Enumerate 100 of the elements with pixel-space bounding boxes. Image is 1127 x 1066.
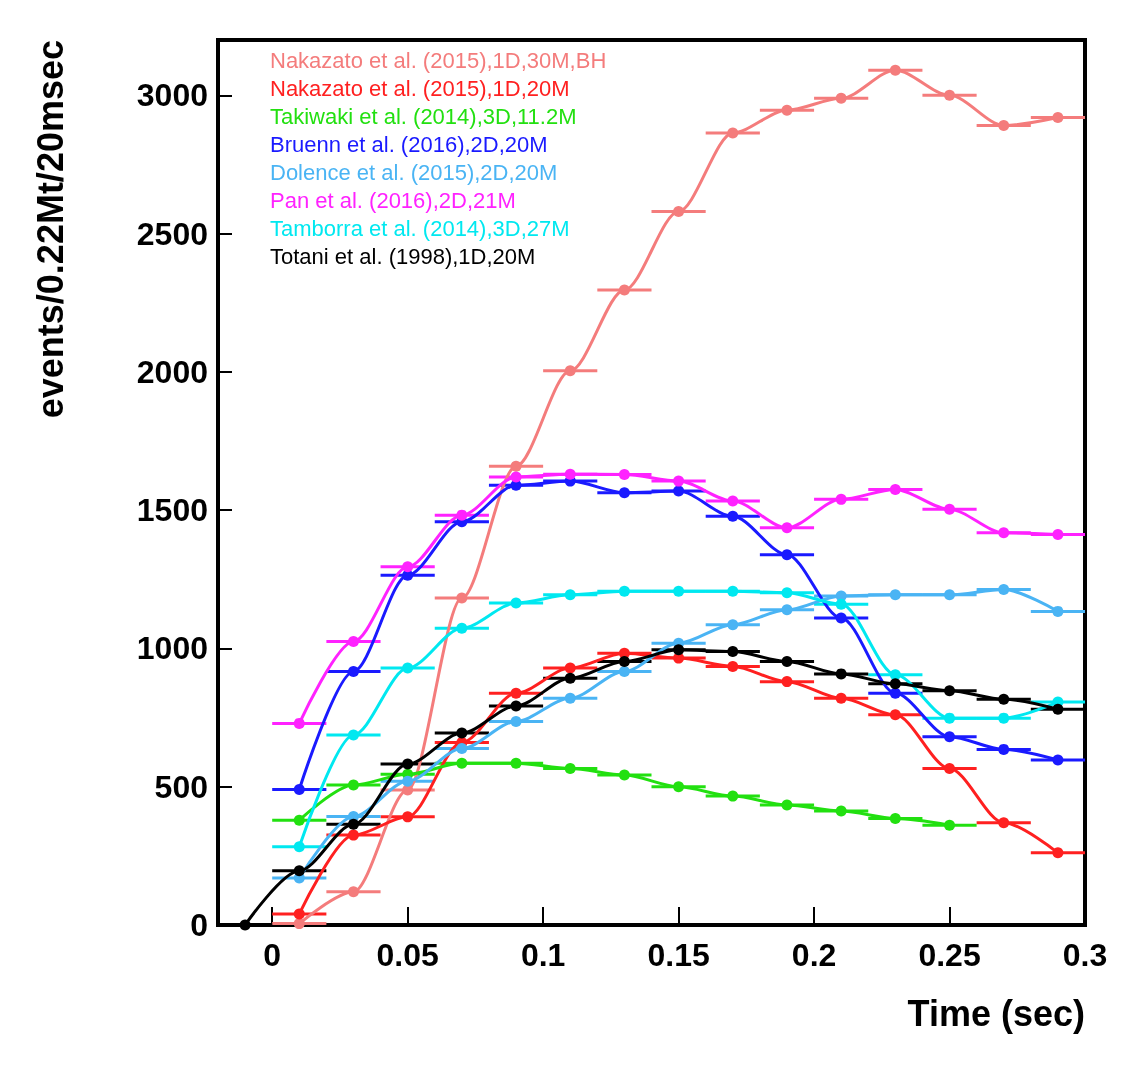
point	[727, 619, 739, 631]
point	[673, 475, 685, 487]
point	[889, 813, 901, 825]
point	[510, 687, 522, 699]
point	[402, 775, 414, 787]
point	[1052, 605, 1064, 617]
point	[618, 284, 630, 296]
point	[889, 669, 901, 681]
point	[347, 665, 359, 677]
point	[618, 468, 630, 480]
text: Totani et al. (1998),1D,20M	[270, 243, 536, 269]
point	[835, 92, 847, 104]
point	[564, 365, 576, 377]
text: Dolence et al. (2015),2D,20M	[270, 159, 558, 185]
point	[998, 584, 1010, 596]
y-tick-label: 1500	[136, 492, 208, 529]
point	[889, 678, 901, 690]
point	[347, 818, 359, 830]
point	[998, 743, 1010, 755]
point	[835, 493, 847, 505]
point	[889, 483, 901, 495]
point	[347, 779, 359, 791]
point	[727, 585, 739, 597]
point	[510, 460, 522, 472]
point	[293, 918, 305, 930]
point	[1052, 529, 1064, 540]
point	[998, 119, 1010, 131]
point	[781, 104, 793, 116]
point	[564, 762, 576, 774]
point	[618, 769, 630, 781]
point	[347, 829, 359, 841]
point	[402, 561, 414, 573]
point	[456, 727, 468, 739]
point	[781, 587, 793, 599]
point	[239, 919, 251, 931]
x-tick-label: 0.05	[376, 937, 439, 973]
point	[944, 819, 956, 831]
point	[944, 589, 956, 601]
point	[402, 758, 414, 770]
point	[564, 662, 576, 674]
point	[456, 622, 468, 634]
point	[510, 715, 522, 727]
point	[564, 589, 576, 601]
point	[456, 757, 468, 769]
text: Bruenn et al. (2016),2D,20M	[270, 131, 548, 157]
point	[510, 471, 522, 483]
point	[781, 799, 793, 811]
point	[835, 668, 847, 680]
point	[402, 662, 414, 674]
point	[347, 886, 359, 898]
y-tick-label: 0	[190, 907, 208, 943]
point	[889, 687, 901, 699]
point	[510, 700, 522, 712]
point	[618, 665, 630, 677]
point	[564, 672, 576, 684]
x-tick-label: 0.2	[791, 937, 837, 973]
x-tick-label: 0.1	[520, 937, 566, 973]
point	[673, 644, 685, 656]
x-tick-label: 0.25	[918, 937, 981, 973]
point	[781, 604, 793, 616]
point	[1052, 111, 1064, 123]
point	[944, 762, 956, 774]
point	[889, 589, 901, 601]
point	[347, 636, 359, 648]
point	[727, 645, 739, 657]
point	[456, 509, 468, 521]
x-axis-title: Time (sec)	[907, 992, 1085, 1034]
point	[673, 781, 685, 793]
y-tick-label: 2500	[136, 215, 208, 252]
point	[889, 64, 901, 76]
point	[510, 757, 522, 769]
y-tick-label: 2000	[136, 353, 208, 390]
point	[889, 709, 901, 721]
point	[835, 612, 847, 624]
point	[564, 468, 576, 480]
y-tick-label: 1000	[136, 630, 208, 667]
point	[835, 598, 847, 610]
point	[456, 592, 468, 604]
point	[835, 692, 847, 704]
y-tick-label: 3000	[136, 77, 208, 114]
point	[998, 527, 1010, 539]
y-tick-label: 500	[154, 768, 208, 805]
point	[673, 205, 685, 217]
text: Nakazato et al. (2015),1D,30M,BH	[270, 47, 607, 73]
point	[781, 549, 793, 561]
point	[944, 89, 956, 101]
point	[402, 811, 414, 823]
point	[944, 503, 956, 515]
y-axis-title: events/0.22Mt/20msec	[29, 40, 71, 419]
point	[727, 510, 739, 522]
point	[1052, 847, 1064, 859]
point	[781, 522, 793, 534]
point	[944, 731, 956, 743]
point	[781, 655, 793, 667]
point	[510, 597, 522, 609]
text: Tamborra et al. (2014),3D,27M	[270, 215, 570, 241]
point	[564, 692, 576, 704]
point	[456, 743, 468, 755]
point	[293, 908, 305, 920]
x-tick-label: 0.15	[647, 937, 710, 973]
